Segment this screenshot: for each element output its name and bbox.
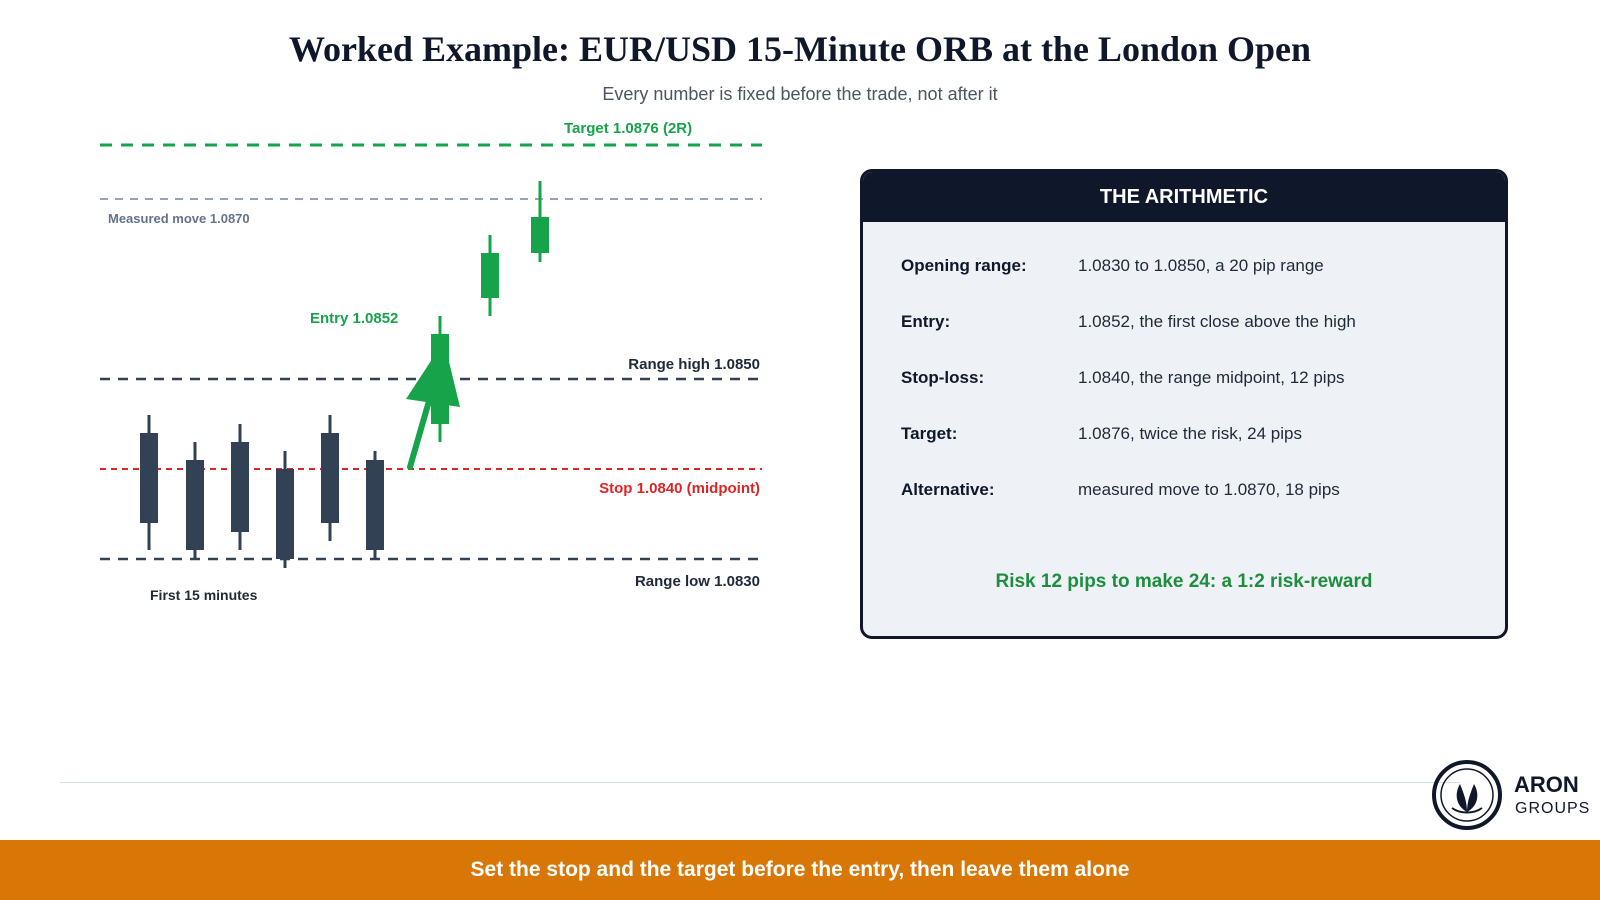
row-label: Target: [901,424,958,443]
footer-divider [60,782,1460,783]
candle-body [481,253,499,298]
arithmetic-panel: THE ARITHMETIC Opening range: 1.0830 to … [860,169,1508,639]
row-value: measured move to 1.0870, 18 pips [1078,480,1340,499]
stop-label: Stop 1.0840 (midpoint) [599,480,760,497]
candle-body [531,217,549,253]
row-value: 1.0830 to 1.0850, a 20 pip range [1078,256,1324,275]
logo-name: ARON [1514,772,1579,797]
row-label: Stop-loss: [901,368,985,387]
candle-body [366,460,384,550]
page-subtitle: Every number is fixed before the trade, … [602,84,998,104]
row-value: 1.0840, the range midpoint, 12 pips [1078,368,1345,387]
candle-body [321,433,339,523]
leaf-emblem-icon [1432,760,1502,830]
row-label: Opening range: [901,256,1027,275]
row-label: Alternative: [901,480,995,499]
logo-subtitle: GROUPS [1515,800,1591,817]
risk-reward-summary: Risk 12 pips to make 24: a 1:2 risk-rewa… [995,571,1373,592]
row-value: 1.0876, twice the risk, 24 pips [1078,424,1302,443]
panel-header: THE ARITHMETIC [863,172,1505,222]
entry-label: Entry 1.0852 [310,310,398,327]
candle-body [140,433,158,523]
brand-logo: ARON GROUPS [1430,758,1590,832]
candle-body [276,469,294,559]
target-label: Target 1.0876 (2R) [564,120,692,137]
orb-chart: Target 1.0876 (2R) Measured move 1.0870 Ra… [100,120,762,603]
candle-body [186,460,204,550]
row-label: Entry: [901,312,951,331]
breakout-arrow-head [406,341,460,407]
footer-banner: Set the stop and the target before the e… [0,840,1600,900]
row-value: 1.0852, the first close above the high [1078,312,1356,331]
range-high-label: Range high 1.0850 [628,356,760,373]
page-title: Worked Example: EUR/USD 15-Minute ORB at… [288,29,1312,69]
range-low-label: Range low 1.0830 [635,573,760,590]
measured-move-label: Measured move 1.0870 [108,211,250,226]
candle-body [231,442,249,532]
range-caption: First 15 minutes [150,587,258,603]
